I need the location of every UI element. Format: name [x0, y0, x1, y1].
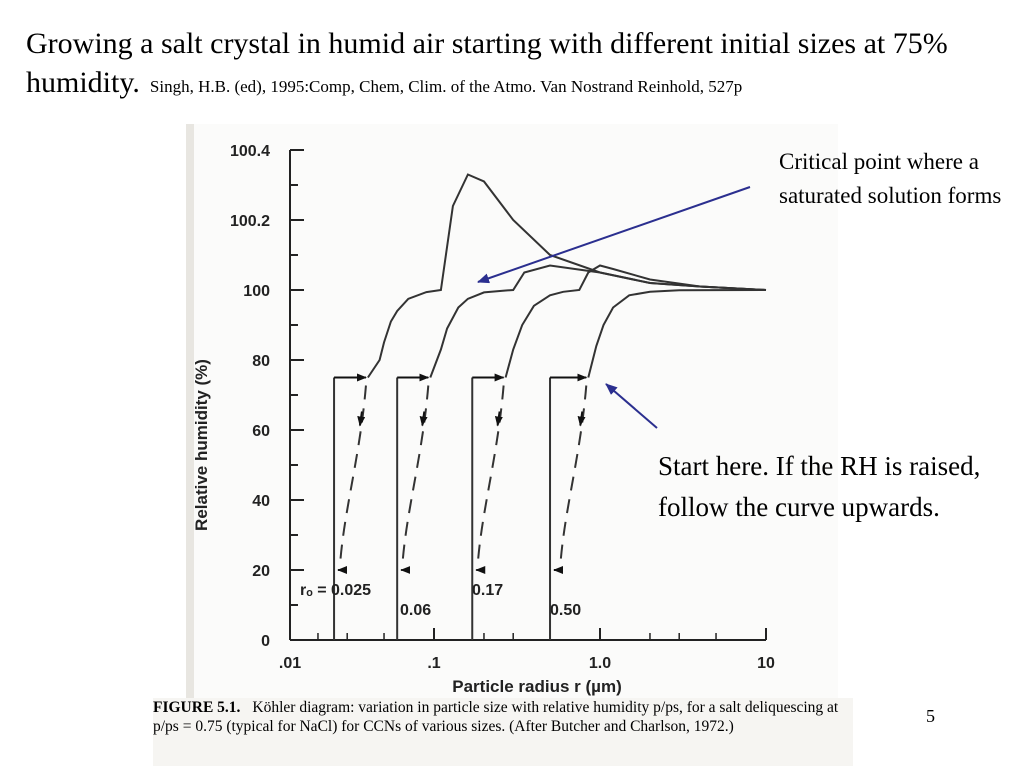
annotation-start-here: Start here. If the RH is raised, follow …: [658, 451, 981, 522]
initial-radius-label: 0.17: [472, 582, 503, 599]
figure-scan-edge: [186, 124, 194, 700]
y-tick-label: 20: [252, 563, 270, 580]
drying-dashed-curve: [338, 385, 367, 567]
y-tick-label: 60: [252, 423, 270, 440]
growth-curve: [429, 264, 767, 378]
caption-text: Köhler diagram: variation in particle si…: [153, 699, 839, 735]
drying-arrow: [494, 411, 503, 427]
slide-title: Growing a salt crystal in humid air star…: [26, 24, 996, 106]
annotation-critical-point: Critical point where a saturated solutio…: [779, 149, 1002, 208]
slide-title-text: Growing a salt crystal in humid air star…: [26, 27, 948, 99]
y-axis-title: Relative humidity (%): [192, 359, 211, 531]
y-tick-label: 40: [252, 493, 270, 510]
drying-arrow: [419, 411, 428, 427]
chart-axes: [289, 149, 767, 641]
critical-point-arrow: [477, 186, 751, 284]
initial-radius-label: rₒ = 0.025: [300, 582, 371, 599]
start-here-arrow: [605, 383, 658, 429]
chart-labels: 0 20 40 60 80 100 100.2 100.4 .01 .1 1.0 10 Particle…: [192, 143, 775, 696]
chart-curves: [333, 173, 767, 640]
drying-arrow: [577, 411, 586, 427]
x-tick-label: .1: [427, 655, 440, 672]
drying-dashed-curve: [559, 385, 588, 567]
x-tick-label: .01: [279, 655, 301, 672]
drying-dashed-curve: [476, 385, 505, 567]
y-tick-label: 80: [252, 353, 270, 370]
growth-curve: [504, 264, 767, 378]
y-tick-label: 100.4: [230, 143, 270, 160]
x-tick-label: 1.0: [589, 655, 611, 672]
drying-arrow: [357, 411, 366, 427]
annotation-arrows: [477, 186, 751, 429]
caption-label: FIGURE 5.1.: [153, 699, 241, 716]
growth-curve: [367, 173, 767, 379]
initial-radius-label: 0.06: [400, 602, 431, 619]
drying-dashed-curve: [401, 385, 430, 567]
initial-radius-label: 0.50: [550, 602, 581, 619]
x-axis-title: Particle radius r (µm): [452, 677, 621, 696]
y-tick-label: 0: [261, 633, 270, 650]
page-number: 5: [926, 706, 935, 726]
y-tick-label: 100: [243, 283, 270, 300]
figure-caption: FIGURE 5.1. Köhler diagram: variation in …: [153, 698, 853, 766]
x-tick-label: 10: [757, 655, 775, 672]
slide-citation: Singh, H.B. (ed), 1995:Comp, Chem, Clim.…: [149, 77, 743, 96]
y-tick-label: 100.2: [230, 213, 270, 230]
growth-curve: [587, 289, 767, 378]
